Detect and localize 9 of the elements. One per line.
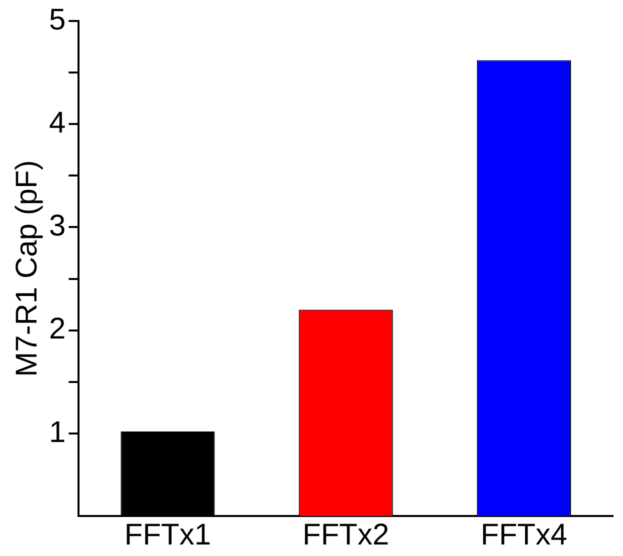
y-tick-label: 4 (48, 106, 66, 140)
x-tick-label: FFTx4 (480, 518, 568, 552)
y-tick-label: 3 (48, 210, 66, 243)
y-axis-title: M7-R1 Cap (pF) (10, 160, 44, 377)
x-tick-label: FFTx1 (124, 518, 212, 552)
y-tick-label: 2 (48, 312, 66, 346)
y-tick-label: 1 (48, 416, 66, 449)
x-tick-label: FFTx2 (302, 518, 390, 552)
y-tick-label: 5 (48, 3, 66, 36)
